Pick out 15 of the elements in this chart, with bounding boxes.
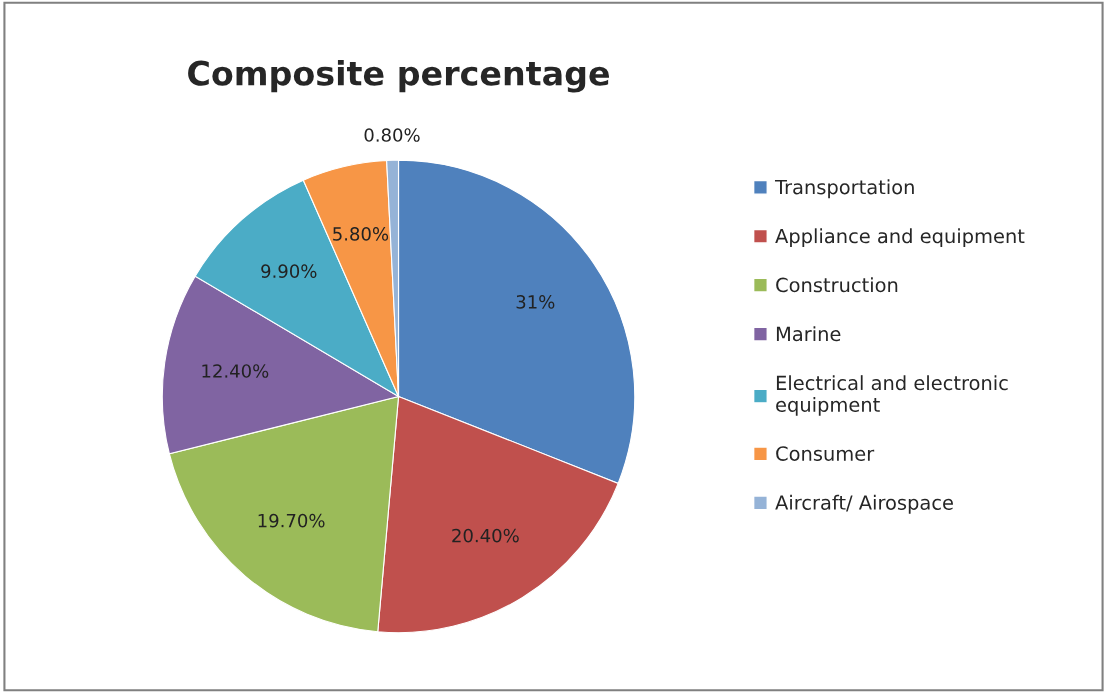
data-label: 20.40% [452,528,519,543]
chart-title: Composite percentage [188,59,609,93]
legend-label: Consumer [776,446,875,461]
data-label: 0.80% [364,128,420,142]
legend-label: Marine [776,326,841,342]
data-label: 12.40% [202,364,269,378]
legend-label: Construction [776,277,898,293]
data-label: 5.80% [333,227,389,241]
data-label: 31% [516,295,555,309]
legend-label: Aircraft/ Airospace [775,494,953,514]
legend-label: Transportation [774,179,914,199]
legend-label: Appliance and equipment [775,228,1025,248]
legend-label: Electrical and electronic equipment [776,375,1008,416]
data-label: 19.70% [258,513,325,528]
data-label: 9.90% [261,264,317,278]
